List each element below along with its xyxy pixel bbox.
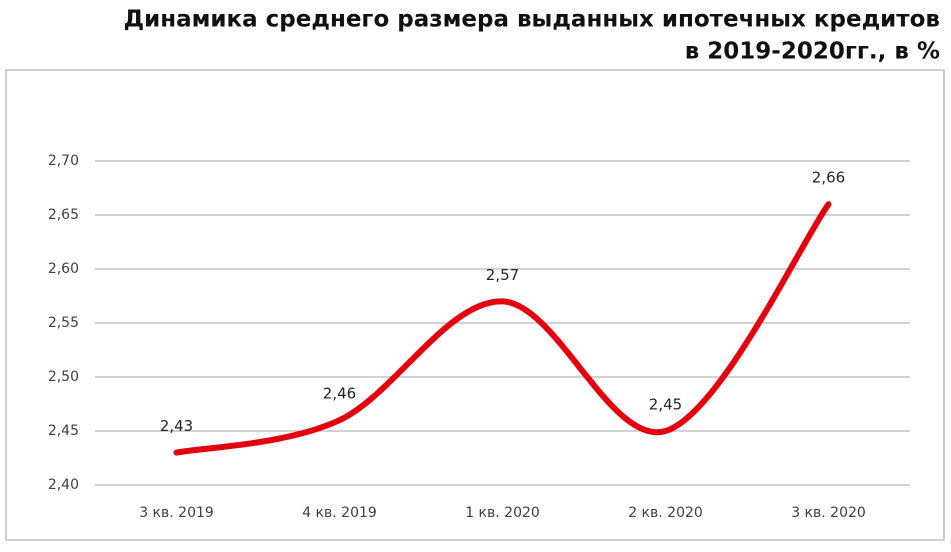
data-label: 2,46 [323, 385, 356, 403]
y-tick-label: 2,70 [48, 153, 79, 169]
y-tick-label: 2,55 [48, 315, 79, 331]
chart-frame [5, 69, 945, 541]
data-label: 2,45 [649, 396, 682, 414]
x-tick-label: 3 кв. 2019 [139, 505, 214, 521]
y-tick-label: 2,45 [48, 423, 79, 439]
line [173, 201, 832, 456]
y-tick-label: 2,65 [48, 207, 79, 223]
y-tick-label: 2,50 [48, 369, 79, 385]
x-tick-label: 1 кв. 2020 [465, 505, 540, 521]
data-label: 2,57 [486, 266, 519, 284]
data-label: 2,66 [812, 169, 845, 187]
y-tick-label: 2,40 [48, 477, 79, 493]
chart-title: Динамика среднего размера выданных ипоте… [124, 7, 940, 33]
chart-subtitle: в 2019-2020гг., в % [685, 39, 940, 65]
data-label: 2,43 [160, 417, 193, 435]
x-tick-label: 4 кв. 2019 [302, 505, 377, 521]
x-tick-label: 2 кв. 2020 [628, 505, 703, 521]
y-tick-label: 2,60 [48, 261, 79, 277]
x-tick-label: 3 кв. 2020 [791, 505, 866, 521]
